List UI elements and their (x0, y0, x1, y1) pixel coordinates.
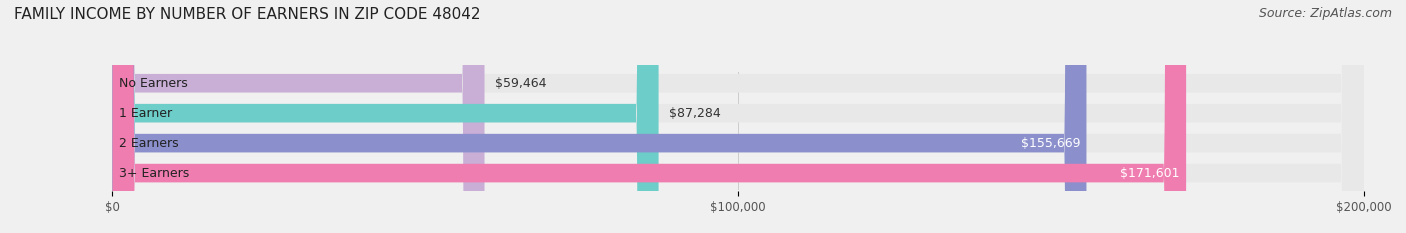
FancyBboxPatch shape (112, 0, 1364, 233)
FancyBboxPatch shape (112, 0, 485, 233)
Text: 2 Earners: 2 Earners (118, 137, 179, 150)
FancyBboxPatch shape (112, 0, 1087, 233)
FancyBboxPatch shape (112, 0, 1187, 233)
Text: $59,464: $59,464 (495, 77, 546, 90)
Text: Source: ZipAtlas.com: Source: ZipAtlas.com (1258, 7, 1392, 20)
FancyBboxPatch shape (112, 0, 1364, 233)
Text: 1 Earner: 1 Earner (118, 107, 172, 120)
FancyBboxPatch shape (112, 0, 1364, 233)
FancyBboxPatch shape (112, 0, 1364, 233)
Text: 3+ Earners: 3+ Earners (118, 167, 188, 180)
FancyBboxPatch shape (112, 0, 658, 233)
Text: $87,284: $87,284 (669, 107, 720, 120)
Text: $171,601: $171,601 (1121, 167, 1180, 180)
Text: $155,669: $155,669 (1021, 137, 1080, 150)
Text: FAMILY INCOME BY NUMBER OF EARNERS IN ZIP CODE 48042: FAMILY INCOME BY NUMBER OF EARNERS IN ZI… (14, 7, 481, 22)
Text: No Earners: No Earners (118, 77, 187, 90)
